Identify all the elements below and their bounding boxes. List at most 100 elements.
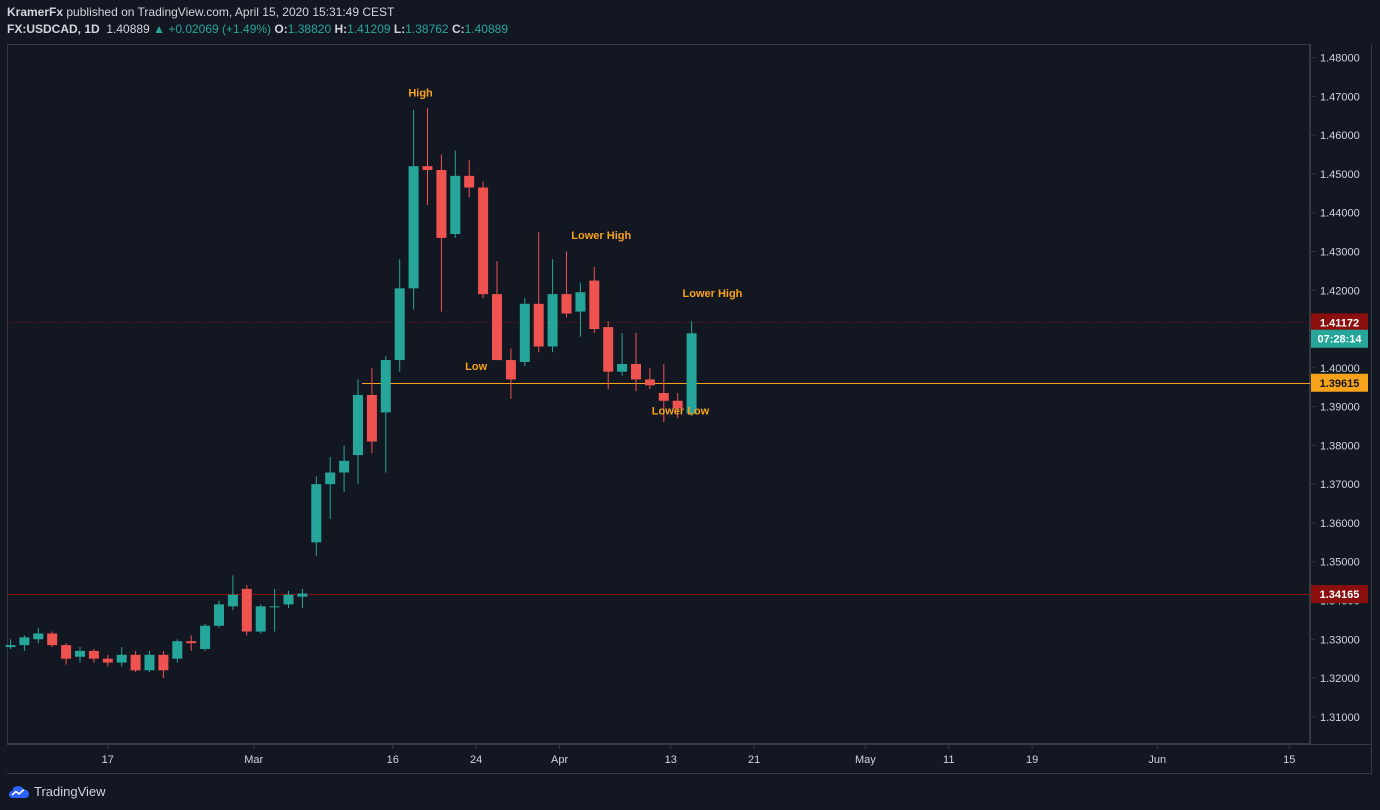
- candle-body-16: [227, 594, 238, 607]
- y-tick-label-5: 1.43000: [1320, 246, 1360, 258]
- annotation-label-1: Lower High: [571, 230, 631, 242]
- candle-body-25: [353, 394, 363, 456]
- high-label: H:: [334, 22, 348, 36]
- candle-body-26: [366, 394, 377, 442]
- y-tick-label-16: 1.32000: [1320, 673, 1360, 685]
- up-arrow-icon: ▲: [153, 22, 165, 36]
- y-tick-label-6: 1.42000: [1320, 285, 1360, 297]
- candle-body-28: [394, 288, 405, 361]
- x-tick-label-11: 15: [1283, 754, 1295, 766]
- price-tag-lower-bg: [1311, 585, 1368, 604]
- y-tick-label-1: 1.47000: [1320, 91, 1360, 103]
- candle-body-40: [561, 294, 572, 314]
- annotations[interactable]: High Lower High Low Lower High Lower Low: [408, 87, 742, 417]
- footer: TradingView: [0, 776, 1380, 810]
- x-tick-label-2: 16: [387, 754, 399, 766]
- candle-body-45: [631, 363, 641, 380]
- plot-frame: [7, 44, 1310, 744]
- candle-body-17: [241, 588, 252, 632]
- horizontal-levels[interactable]: [7, 322, 1310, 595]
- candle-body-27: [380, 360, 391, 413]
- x-tick-label-6: 21: [748, 754, 760, 766]
- close-value: 1.40889: [464, 22, 509, 36]
- x-tick-label-3: 24: [470, 754, 482, 766]
- x-tick-label-8: 11: [943, 754, 954, 766]
- candle-body-22: [311, 484, 322, 543]
- time-axis[interactable]: 17 Mar 16 24 Apr 13 21 May 11 19 Jun 15: [102, 744, 1296, 766]
- candle-body-21: [297, 593, 308, 597]
- candle-body-9: [130, 654, 141, 671]
- x-tick-label-7: May: [855, 754, 876, 766]
- candle-body-0: [5, 645, 16, 648]
- countdown-tag-bg: [1311, 329, 1368, 348]
- published-text: published on TradingView.com, April 15, …: [66, 5, 395, 19]
- candle-body-12: [172, 641, 183, 659]
- annotation-label-2: Low: [465, 361, 487, 373]
- y-tick-label-0: 1.48000: [1320, 53, 1360, 65]
- candle-body-35: [492, 294, 502, 361]
- candle-body-10: [144, 654, 155, 671]
- y-tick-label-3: 1.45000: [1320, 169, 1360, 181]
- annotation-label-3: Lower High: [683, 288, 743, 300]
- candle-body-20: [283, 594, 294, 605]
- last-price: 1.40889: [106, 22, 150, 36]
- candle-body-4: [61, 645, 72, 659]
- annotation-label-4: Lower Low: [652, 405, 710, 417]
- candle-body-6: [88, 650, 99, 659]
- open-label: O:: [274, 22, 288, 36]
- x-tick-label-4: Apr: [551, 754, 568, 766]
- price-tags: 1.41172 07:28:14 1.39615 1.34165: [1311, 313, 1368, 604]
- candle-body-24: [339, 460, 350, 473]
- price-tag-upper-text: 1.41172: [1320, 317, 1359, 329]
- x-tick-label-5: 13: [665, 754, 677, 766]
- candle-body-7: [102, 658, 113, 663]
- price-tag-orange-bg: [1311, 373, 1368, 392]
- low-value: 1.38762: [405, 22, 449, 36]
- candle-body-48: [672, 400, 683, 409]
- open-value: 1.38820: [287, 22, 332, 36]
- candle-body-8: [116, 654, 127, 663]
- price-axis[interactable]: 1.48000 1.47000 1.46000 1.45000 1.44000 1.430…: [1310, 53, 1360, 724]
- x-tick-label-10: Jun: [1148, 754, 1166, 766]
- close-label: C:: [451, 22, 465, 36]
- y-tick-label-2: 1.46000: [1320, 130, 1360, 142]
- chart-header: KramerFx published on TradingView.com, A…: [0, 0, 1380, 44]
- x-tick-label-9: 19: [1026, 754, 1038, 766]
- price-change: +0.02069 (+1.49%): [168, 22, 272, 36]
- ohlc-legend: FX:USDCAD, 1D 1.40889 ▲ +0.02069 (+1.49%…: [7, 22, 508, 36]
- price-tag-orange-text: 1.39615: [1320, 378, 1360, 390]
- tradingview-cloud-icon: [9, 786, 29, 798]
- price-tag-lower-text: 1.34165: [1320, 589, 1360, 601]
- y-tick-label-11: 1.37000: [1320, 479, 1360, 491]
- candle-body-42: [589, 280, 600, 330]
- candle-body-46: [644, 379, 655, 386]
- y-tick-label-8: 1.40000: [1320, 363, 1360, 375]
- candle-body-47: [658, 393, 669, 401]
- candle-body-36: [505, 360, 516, 380]
- author-name[interactable]: KramerFx: [7, 5, 64, 19]
- y-tick-label-13: 1.35000: [1320, 557, 1360, 569]
- candle-body-5: [75, 650, 85, 657]
- candle-body-1: [19, 637, 30, 646]
- candle-body-18: [255, 606, 266, 632]
- y-tick-label-4: 1.44000: [1320, 208, 1360, 220]
- countdown-tag-text: 07:28:14: [1317, 334, 1362, 346]
- candlestick-chart[interactable]: High Lower High Low Lower High Lower Low 1.4…: [0, 0, 1380, 776]
- candle-body-11: [158, 654, 169, 671]
- candle-body-2: [33, 633, 44, 640]
- tradingview-brand[interactable]: TradingView: [34, 784, 106, 799]
- candle-body-37: [519, 303, 530, 363]
- candle-body-3: [47, 633, 58, 646]
- x-tick-label-0: 17: [102, 754, 114, 766]
- candle-body-44: [617, 363, 628, 372]
- candle-body-23: [325, 472, 336, 485]
- candle-body-33: [464, 175, 475, 188]
- price-tag-upper-bg: [1311, 313, 1368, 332]
- high-value: 1.41209: [347, 22, 391, 36]
- x-tick-label-1: Mar: [244, 754, 263, 766]
- candles[interactable]: [5, 107, 697, 679]
- candle-body-30: [422, 166, 433, 171]
- candle-body-29: [408, 166, 419, 289]
- candle-body-34: [478, 187, 489, 295]
- symbol-label[interactable]: FX:USDCAD, 1D: [7, 22, 100, 36]
